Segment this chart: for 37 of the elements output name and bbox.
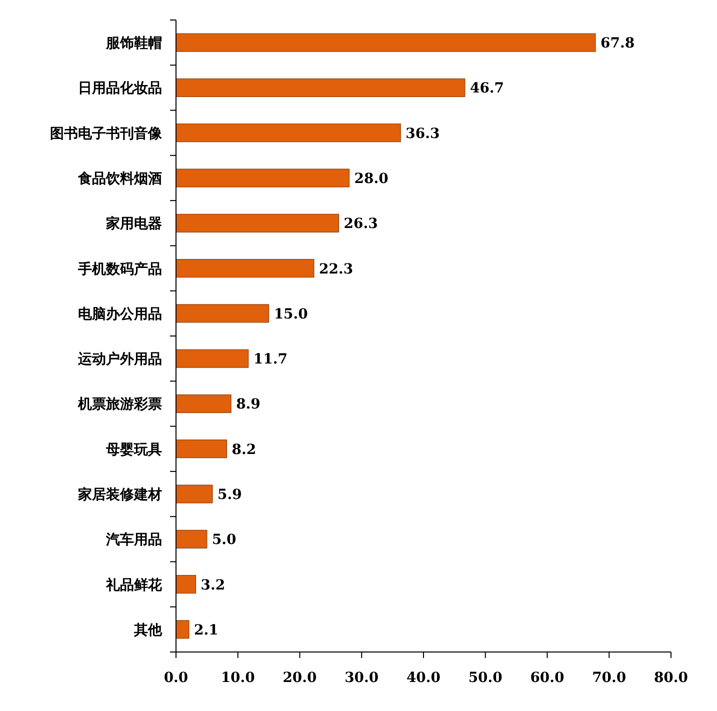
y-tick-label: 电脑办公用品 [78, 305, 162, 322]
y-tick-label: 家居装修建材 [77, 486, 162, 503]
y-tick-label: 母婴玩具 [105, 442, 162, 458]
y-tick-label: 图书电子书刊音像 [50, 124, 163, 142]
y-tick-label: 汽车用品 [105, 531, 162, 548]
data-label: 67.8 [600, 36, 635, 52]
y-tick-label: 日用品化妆品 [78, 80, 162, 97]
x-tick-label: 40.0 [406, 670, 441, 686]
x-tick-label: 30.0 [344, 670, 379, 686]
y-tick-label: 礼品鲜花 [105, 576, 163, 594]
x-tick-label: 0.0 [164, 670, 188, 686]
data-label: 5.9 [218, 487, 242, 503]
data-label: 3.2 [200, 577, 226, 594]
data-label: 15.0 [274, 306, 308, 322]
x-tick-label: 50.0 [468, 670, 503, 686]
data-label: 46.7 [470, 80, 504, 97]
data-label: 8.9 [236, 396, 260, 413]
y-tick-label: 其他 [133, 622, 163, 638]
x-tick-label: 80.0 [654, 670, 688, 686]
data-label: 5.0 [212, 532, 237, 548]
data-label: 8.2 [232, 442, 256, 458]
y-tick-label: 运动户外用品 [77, 350, 162, 368]
x-tick-label: 10.0 [220, 670, 256, 686]
data-label: 2.1 [194, 622, 218, 638]
y-tick-label: 家用电器 [105, 215, 162, 232]
y-tick-label: 服饰鞋帽 [105, 36, 162, 52]
data-label: 26.3 [344, 216, 378, 232]
y-tick-label: 手机数码产品 [77, 260, 162, 278]
x-tick-label: 20.0 [282, 670, 318, 686]
x-tick-label: 70.0 [592, 670, 626, 686]
y-tick-label: 机票旅游彩票 [77, 396, 162, 413]
data-label: 28.0 [354, 171, 389, 187]
data-label: 22.3 [318, 261, 354, 278]
data-label: 36.3 [406, 126, 440, 142]
data-label: 11.7 [253, 352, 288, 368]
x-tick-label: 60.0 [530, 670, 565, 686]
y-tick-label: 食品饮料烟酒 [77, 171, 162, 187]
